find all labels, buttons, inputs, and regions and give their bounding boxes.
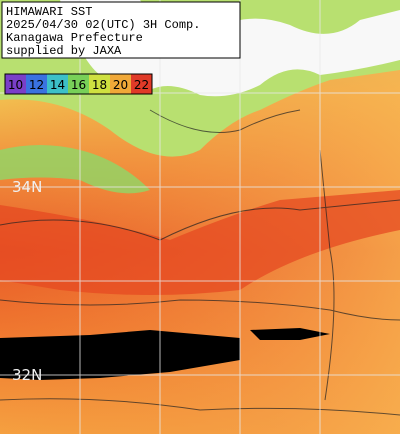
scale-label: 12 — [29, 78, 44, 92]
info-box — [1, 1, 241, 59]
no-data-east — [250, 328, 330, 340]
info-line: HIMAWARI SST — [6, 5, 92, 19]
scale-swatch — [5, 74, 26, 94]
scale-label: 10 — [8, 78, 23, 92]
lat-label: 34N — [12, 178, 42, 196]
cool-water-west — [0, 145, 150, 194]
scale-swatch — [131, 74, 152, 94]
scale-label: 18 — [92, 78, 107, 92]
scale-swatch — [89, 74, 110, 94]
scale-label: 14 — [50, 78, 65, 92]
scale-label: 20 — [113, 78, 128, 92]
scale-label: 22 — [134, 78, 149, 92]
scale-swatch — [47, 74, 68, 94]
no-data — [0, 330, 240, 380]
scale-label: 16 — [71, 78, 86, 92]
scale-swatch — [68, 74, 89, 94]
info-line: Kanagawa Prefecture — [6, 31, 143, 45]
info-line: 2025/04/30 02(UTC) 3H Comp. — [6, 18, 200, 32]
warm-water — [0, 190, 400, 295]
info-line: supplied by JAXA — [6, 44, 122, 58]
lat-label: 32N — [12, 366, 42, 384]
color-scale: 10 12 14 16 18 20 22 — [4, 73, 153, 95]
scale-swatch — [110, 74, 131, 94]
scale-swatch — [26, 74, 47, 94]
scale-border — [4, 73, 153, 95]
